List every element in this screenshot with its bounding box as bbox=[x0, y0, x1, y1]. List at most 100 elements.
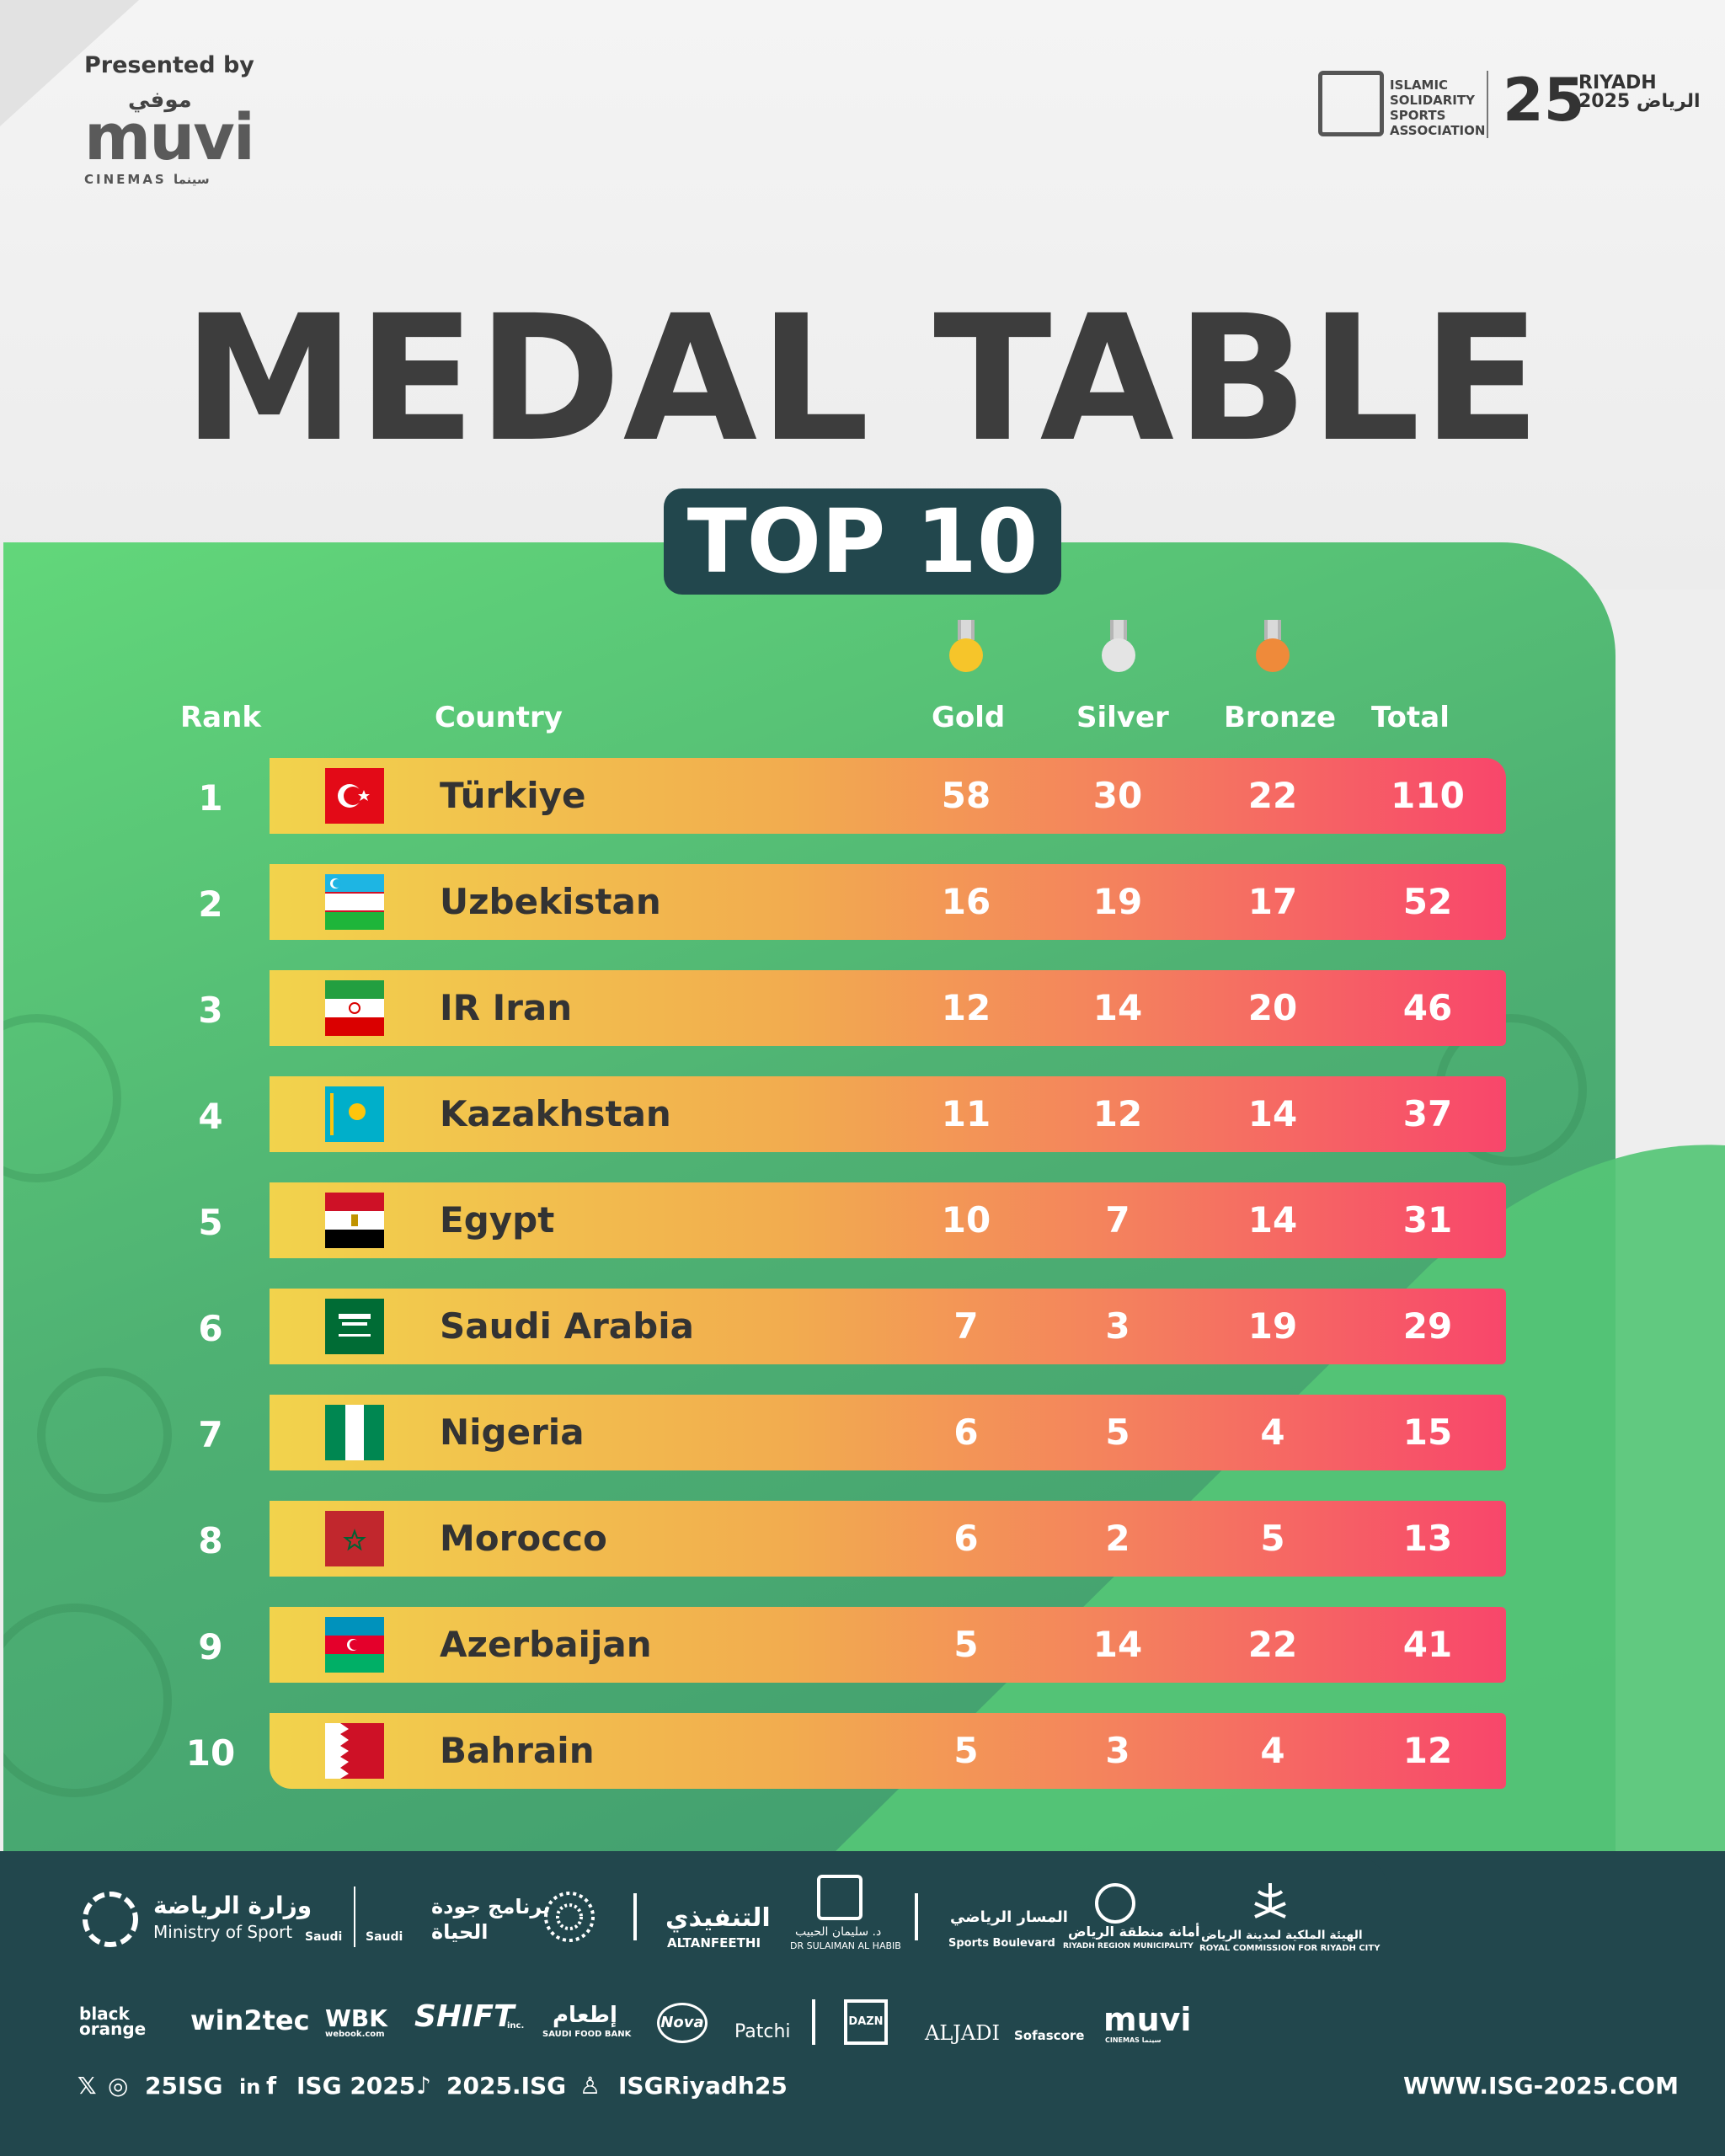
rank-cell: 3 bbox=[198, 990, 223, 1031]
total-count: 52 bbox=[1402, 881, 1453, 922]
gold-medal-disc bbox=[949, 638, 983, 672]
altanfeethi-arabic: التنفيذي bbox=[665, 1903, 771, 1933]
sofascore-logo: Sofascore bbox=[1014, 2028, 1085, 2043]
isa-line: ISLAMIC bbox=[1390, 77, 1449, 93]
gold-count: 12 bbox=[941, 987, 991, 1028]
saudi-sport-logo: Saudi bbox=[305, 1930, 343, 1944]
aljadi-logo: ALJADI bbox=[925, 2021, 1000, 2045]
azerbaijan-flag-icon bbox=[325, 1617, 384, 1673]
webook-logo: WBK bbox=[325, 2004, 387, 2032]
total-count: 29 bbox=[1402, 1305, 1453, 1347]
riyadh-line: RIYADH bbox=[1578, 72, 1657, 93]
x-icon[interactable]: 𝕏 bbox=[77, 2072, 97, 2100]
shift-logo: SHIFT bbox=[414, 1999, 515, 2034]
pattern-decoration bbox=[3, 1604, 172, 1797]
morocco-flag-icon bbox=[325, 1511, 384, 1566]
silver-count: 5 bbox=[1105, 1412, 1130, 1453]
rank-cell: 1 bbox=[198, 777, 223, 819]
bronze-count: 14 bbox=[1247, 1199, 1298, 1241]
isa-logo-text: ISLAMIC SOLIDARITY SPORTS ASSOCIATION bbox=[1390, 77, 1486, 138]
dazn-logo: DAZN bbox=[844, 1999, 888, 2045]
bronze-medal-disc bbox=[1256, 638, 1290, 672]
country-name: Egypt bbox=[440, 1199, 555, 1241]
social-handle-snapchat[interactable]: ISGRiyadh25 bbox=[618, 2072, 788, 2100]
social-handle-linkedin-facebook[interactable]: ISG 2025 bbox=[296, 2072, 416, 2100]
patchi-logo: Patchi bbox=[734, 2021, 791, 2042]
page-title: MEDAL TABLE bbox=[182, 278, 1543, 480]
table-row: Türkiye 58 30 22 110 bbox=[270, 758, 1506, 834]
gold-count: 6 bbox=[953, 1518, 979, 1559]
country-name: Uzbekistan bbox=[440, 881, 661, 922]
muvi-logo: muvi bbox=[84, 99, 255, 174]
country-name: IR Iran bbox=[440, 987, 573, 1028]
presented-by-label: Presented by bbox=[84, 52, 254, 78]
rank-cell: 8 bbox=[198, 1520, 223, 1561]
linkedin-icon[interactable]: in bbox=[239, 2075, 261, 2099]
rank-cell: 6 bbox=[198, 1308, 223, 1349]
rcrc-english: ROYAL COMMISSION FOR RIYADH CITY bbox=[1199, 1944, 1381, 1953]
food-bank-arabic: إطعام bbox=[553, 2003, 617, 2028]
muvi-subtitle: CINEMAS سينما bbox=[84, 172, 210, 187]
turkey-flag-icon bbox=[325, 768, 384, 824]
isa-line: SOLIDARITY bbox=[1390, 93, 1475, 108]
gold-count: 7 bbox=[953, 1305, 979, 1347]
facebook-icon[interactable]: f bbox=[266, 2072, 277, 2100]
sports-boulevard-arabic: المسار الرياضي bbox=[950, 1908, 1068, 1926]
social-handle-x-instagram[interactable]: 25ISG bbox=[145, 2072, 223, 2100]
kazakhstan-flag-icon bbox=[325, 1086, 384, 1142]
nova-logo: Nova bbox=[657, 2003, 708, 2043]
silver-count: 14 bbox=[1092, 987, 1143, 1028]
instagram-icon[interactable]: ◎ bbox=[108, 2072, 129, 2100]
quality-of-life-arabic-2: الحياة bbox=[431, 1920, 489, 1944]
total-count: 15 bbox=[1402, 1412, 1453, 1453]
footer-divider bbox=[633, 1893, 637, 1940]
header-divider bbox=[1487, 71, 1488, 138]
egypt-flag-icon bbox=[325, 1193, 384, 1248]
silver-medal-disc bbox=[1102, 638, 1135, 672]
silver-count: 3 bbox=[1105, 1730, 1130, 1771]
silver-count: 19 bbox=[1092, 881, 1143, 922]
snapchat-icon[interactable]: ♙ bbox=[579, 2072, 601, 2100]
rcrc-arabic: الهيئة الملكية لمدينة الرياض bbox=[1201, 1929, 1363, 1942]
win2tec-logo: win2tec bbox=[190, 2004, 310, 2036]
table-row: Nigeria 6 5 4 15 bbox=[270, 1395, 1506, 1470]
silver-count: 7 bbox=[1105, 1199, 1130, 1241]
footer-divider bbox=[812, 1999, 815, 2045]
top-10-badge: TOP 10 bbox=[664, 488, 1061, 595]
saudi-paralympic-logo: Saudi bbox=[366, 1930, 403, 1944]
total-count: 37 bbox=[1402, 1093, 1453, 1134]
website-link[interactable]: WWW.ISG-2025.COM bbox=[1403, 2072, 1679, 2100]
total-count: 110 bbox=[1391, 775, 1465, 816]
total-count: 12 bbox=[1402, 1730, 1453, 1771]
bronze-column-header: Bronze bbox=[1224, 701, 1337, 734]
bronze-medal-icon bbox=[1256, 620, 1290, 674]
total-count: 31 bbox=[1402, 1199, 1453, 1241]
pattern-decoration bbox=[37, 1368, 172, 1502]
isa-line: ASSOCIATION bbox=[1390, 123, 1486, 138]
silver-count: 3 bbox=[1105, 1305, 1130, 1347]
riyadh-2025-logo: 25 bbox=[1503, 66, 1585, 135]
iran-flag-icon bbox=[325, 980, 384, 1036]
country-name: Bahrain bbox=[440, 1730, 595, 1771]
gold-count: 6 bbox=[953, 1412, 979, 1453]
rank-cell: 9 bbox=[198, 1626, 223, 1668]
quality-of-life-arabic: برنامج جودة bbox=[431, 1895, 551, 1919]
altanfeethi-english: ALTANFEETHI bbox=[667, 1935, 761, 1951]
rank-cell: 2 bbox=[198, 883, 223, 925]
habib-arabic: د. سليمان الحبيب bbox=[795, 1925, 882, 1939]
silver-count: 12 bbox=[1092, 1093, 1143, 1134]
gold-medal-icon bbox=[949, 620, 983, 674]
rank-cell: 10 bbox=[185, 1732, 236, 1774]
ministry-arabic: وزارة الرياضة bbox=[153, 1892, 312, 1919]
municipality-english: RIYADH REGION MUNICIPALITY bbox=[1063, 1942, 1194, 1951]
bronze-count: 4 bbox=[1260, 1730, 1285, 1771]
country-name: Türkiye bbox=[440, 775, 586, 816]
saudi-arabia-flag-icon bbox=[325, 1299, 384, 1354]
total-count: 41 bbox=[1402, 1624, 1453, 1665]
social-handle-tiktok[interactable]: 2025.ISG bbox=[446, 2072, 567, 2100]
total-count: 13 bbox=[1402, 1518, 1453, 1559]
municipality-emblem-icon bbox=[1095, 1883, 1135, 1924]
silver-count: 30 bbox=[1092, 775, 1143, 816]
ministry-english: Ministry of Sport bbox=[153, 1922, 293, 1942]
tiktok-icon[interactable]: ♪ bbox=[416, 2072, 431, 2100]
